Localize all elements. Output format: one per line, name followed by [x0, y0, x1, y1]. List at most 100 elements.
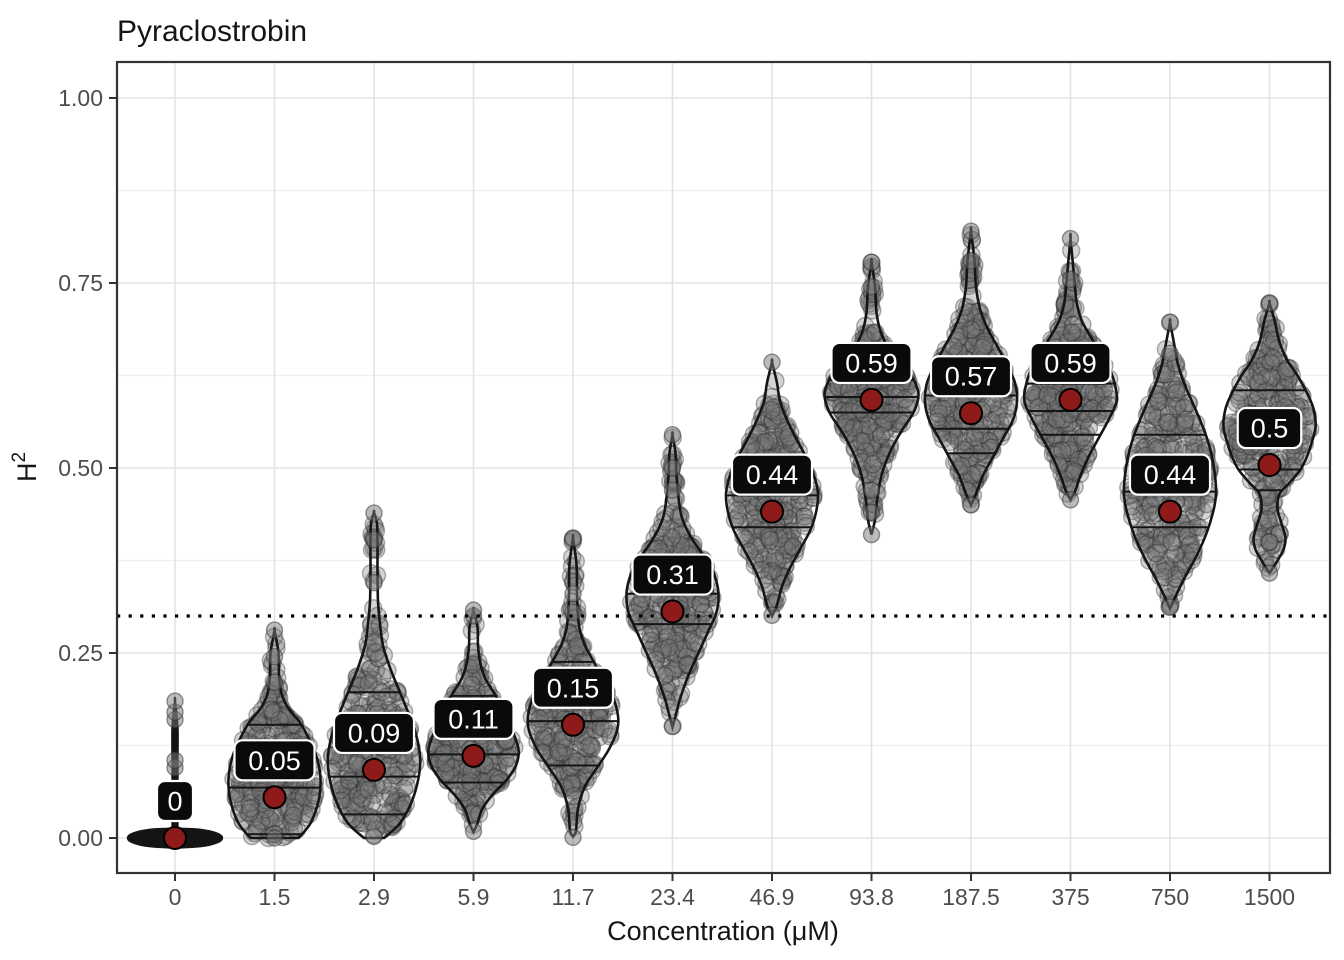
- data-point: [249, 809, 268, 828]
- outlier-point: [763, 353, 781, 371]
- data-point: [357, 671, 376, 690]
- data-point: [240, 804, 259, 823]
- data-point: [282, 812, 301, 832]
- data-point: [263, 703, 283, 723]
- outlier-point: [862, 253, 881, 271]
- data-point: [564, 812, 583, 831]
- data-point: [284, 806, 303, 825]
- data-point: [383, 795, 403, 814]
- data-point: [383, 774, 403, 793]
- y-tick-label: 0.50: [58, 455, 103, 481]
- outlier-point: [564, 603, 582, 621]
- outlier-point: [1260, 564, 1279, 582]
- data-point: [644, 610, 663, 629]
- data-point: [389, 760, 408, 780]
- x-tick-label: 5.9: [458, 884, 490, 910]
- y-tick-label: 0.75: [58, 270, 103, 296]
- data-point: [1264, 349, 1283, 368]
- data-point: [248, 713, 268, 732]
- data-point: [290, 785, 310, 804]
- x-tick-label: 1.5: [259, 884, 291, 910]
- mean-label-text: 0.44: [746, 460, 799, 490]
- mean-label: 0.09: [332, 711, 416, 755]
- data-point: [337, 786, 356, 805]
- outlier-point: [166, 751, 184, 769]
- data-point: [260, 809, 279, 828]
- data-point: [567, 752, 587, 771]
- data-point: [1073, 428, 1092, 447]
- data-point: [305, 777, 324, 796]
- data-point: [392, 792, 412, 811]
- data-point: [285, 801, 304, 821]
- data-point: [342, 784, 361, 803]
- data-point: [253, 802, 272, 822]
- data-point: [348, 773, 368, 792]
- outlier-point: [962, 496, 980, 514]
- data-point: [329, 753, 349, 773]
- outlier-point: [1260, 294, 1279, 312]
- data-point: [241, 783, 260, 803]
- data-point: [1162, 532, 1181, 551]
- data-point: [241, 802, 260, 821]
- data-point: [1176, 410, 1195, 429]
- data-point: [264, 703, 283, 722]
- x-tick-label: 1500: [1244, 884, 1295, 910]
- data-point: [366, 661, 386, 680]
- data-point: [337, 786, 357, 805]
- outlier-point: [1161, 598, 1179, 616]
- mean-point: [262, 785, 287, 810]
- mean-point: [660, 599, 685, 624]
- data-point: [241, 799, 260, 818]
- data-point: [266, 808, 285, 827]
- y-tick-label: 1.00: [58, 85, 103, 111]
- x-tick-label: 375: [1051, 884, 1089, 910]
- data-point: [294, 796, 313, 816]
- data-point: [952, 457, 971, 476]
- mean-label: 0.11: [432, 697, 515, 740]
- data-point: [1252, 366, 1271, 386]
- data-point: [387, 787, 407, 806]
- data-point: [549, 743, 568, 762]
- mean-label-text: 0.57: [945, 362, 998, 392]
- data-point: [365, 693, 385, 712]
- x-tick-label: 750: [1151, 884, 1189, 910]
- outlier-point: [365, 827, 383, 846]
- data-point: [342, 798, 361, 817]
- data-point: [353, 790, 372, 809]
- data-point: [240, 794, 260, 813]
- mean-label: 0.59: [1029, 341, 1112, 385]
- data-point: [460, 772, 480, 791]
- mean-point: [859, 387, 884, 412]
- data-point: [250, 802, 269, 822]
- x-axis-title: Concentration (μM): [607, 916, 839, 946]
- violin-area: [327, 510, 421, 838]
- data-point: [760, 530, 780, 549]
- data-point: [234, 795, 253, 814]
- data-point: [256, 807, 275, 826]
- data-point: [252, 701, 272, 720]
- data-point: [246, 804, 265, 823]
- data-point: [265, 701, 284, 721]
- outlier-point: [1061, 270, 1080, 288]
- data-point: [283, 721, 302, 740]
- data-point: [242, 826, 262, 846]
- data-point: [279, 801, 298, 820]
- outlier-point: [265, 673, 284, 692]
- data-point: [262, 700, 281, 719]
- x-tick-label: 46.9: [750, 884, 795, 910]
- mean-label: 0: [155, 779, 195, 823]
- data-point: [765, 548, 785, 568]
- mean-label-text: 0.5: [1251, 414, 1289, 444]
- data-point: [499, 748, 518, 767]
- data-point: [290, 798, 309, 817]
- outlier-point: [464, 822, 483, 840]
- data-point: [363, 670, 383, 690]
- mean-point: [1058, 387, 1083, 412]
- data-point: [435, 743, 454, 763]
- mean-label-text: 0.44: [1144, 460, 1197, 490]
- x-tick-label: 93.8: [849, 884, 894, 910]
- data-point: [376, 816, 395, 836]
- mean-label: 0.44: [1128, 453, 1212, 496]
- data-point: [349, 785, 369, 804]
- outlier-point: [663, 426, 682, 444]
